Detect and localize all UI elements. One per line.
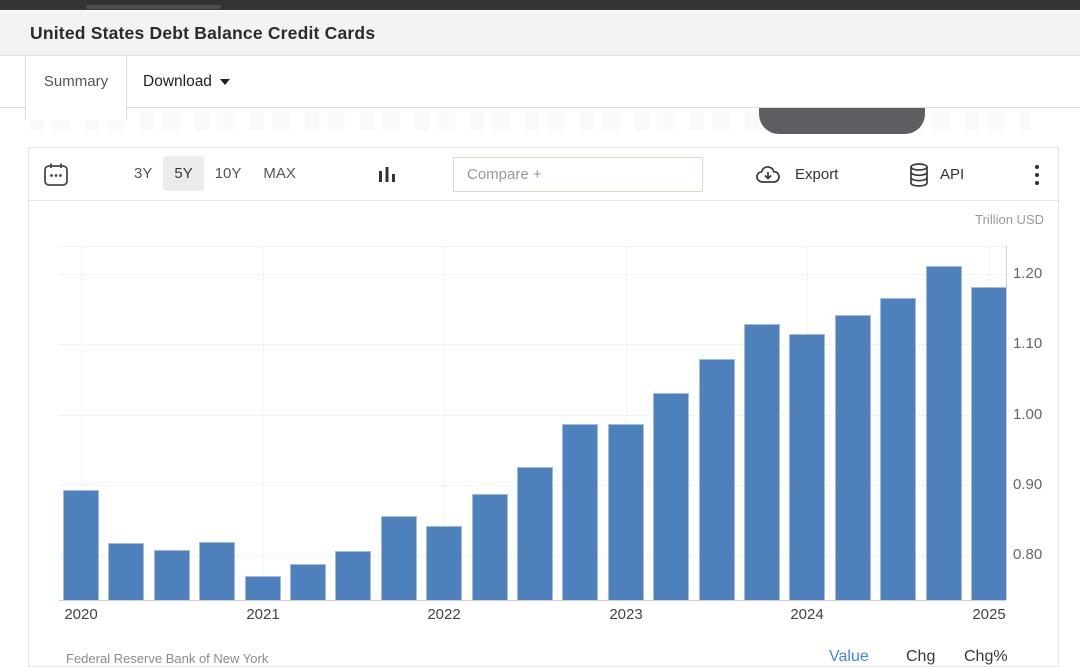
- y-axis-tick-label: 1.20: [1013, 265, 1043, 282]
- range-button-5y[interactable]: 5Y: [163, 156, 204, 191]
- bar[interactable]: [789, 334, 825, 600]
- cloud-download-icon: [756, 165, 780, 183]
- y-axis-line: [1006, 246, 1007, 600]
- chevron-down-icon: [219, 78, 230, 85]
- bar[interactable]: [699, 359, 735, 600]
- bar[interactable]: [971, 287, 1007, 600]
- x-axis-tick-label: 2025: [972, 606, 1006, 623]
- range-button-max[interactable]: MAX: [252, 156, 307, 191]
- bar[interactable]: [199, 542, 235, 600]
- export-button[interactable]: Export: [754, 148, 838, 201]
- tab-summary[interactable]: Summary: [25, 56, 127, 120]
- faded-content-strip: [0, 108, 1080, 135]
- y-axis-tick-label: 0.80: [1013, 546, 1043, 563]
- bar[interactable]: [381, 516, 417, 600]
- gridline: [626, 246, 627, 600]
- x-axis-tick-label: 2023: [609, 606, 643, 623]
- kebab-menu-icon[interactable]: [1025, 148, 1049, 201]
- y-axis-tick-label: 1.00: [1013, 406, 1043, 423]
- calendar-icon[interactable]: [42, 161, 70, 189]
- gridline: [444, 246, 445, 600]
- column-chart-icon[interactable]: [375, 163, 399, 187]
- x-axis-line: [59, 600, 1006, 601]
- page-title: United States Debt Balance Credit Cards: [30, 23, 376, 43]
- axis-unit-label: Trillion USD: [975, 212, 1044, 227]
- bar[interactable]: [926, 266, 962, 600]
- tab-bar: Summary Download: [0, 56, 1080, 120]
- bar[interactable]: [744, 324, 780, 600]
- bar[interactable]: [63, 490, 99, 600]
- range-button-3y[interactable]: 3Y: [123, 156, 163, 191]
- footer-link-value[interactable]: Value: [829, 648, 869, 665]
- bar[interactable]: [335, 551, 371, 600]
- bar[interactable]: [108, 543, 144, 600]
- compare-input[interactable]: [453, 157, 703, 192]
- bar[interactable]: [245, 576, 281, 600]
- plot-top-border: [59, 246, 1006, 247]
- bar[interactable]: [608, 424, 644, 600]
- tab-download-label: Download: [143, 73, 212, 90]
- bar[interactable]: [154, 550, 190, 600]
- gridline: [59, 274, 1006, 275]
- gridline: [59, 344, 1006, 345]
- gridline: [263, 246, 264, 600]
- bar[interactable]: [472, 494, 508, 600]
- x-axis-tick-label: 2022: [427, 606, 461, 623]
- footer-link-chgpct[interactable]: Chg%: [964, 648, 1008, 665]
- bar[interactable]: [653, 393, 689, 600]
- x-axis-tick-label: 2024: [790, 606, 824, 623]
- top-nav-bar: [0, 0, 1080, 10]
- brand-logo-remnant: [86, 5, 221, 9]
- footer-link-chg[interactable]: Chg: [906, 648, 936, 665]
- overlay-dark-shape: [759, 108, 925, 134]
- gridline: [59, 415, 1006, 416]
- y-axis-tick-label: 1.10: [1013, 335, 1043, 352]
- bar[interactable]: [426, 526, 462, 600]
- database-icon: [910, 162, 928, 187]
- bar[interactable]: [562, 424, 598, 600]
- bar[interactable]: [835, 315, 871, 600]
- bar[interactable]: [517, 467, 553, 600]
- x-axis-tick-label: 2020: [64, 606, 98, 623]
- range-selector: 3Y 5Y 10Y MAX: [123, 156, 307, 191]
- export-label: Export: [795, 166, 839, 183]
- tab-download[interactable]: Download: [143, 56, 230, 108]
- y-axis-tick-label: 0.90: [1013, 476, 1043, 493]
- api-button[interactable]: API: [907, 148, 964, 201]
- tab-bar-divider: [0, 107, 1080, 108]
- title-bar: United States Debt Balance Credit Cards: [0, 11, 1080, 56]
- bar[interactable]: [290, 564, 326, 600]
- gridline: [81, 246, 82, 600]
- range-button-10y[interactable]: 10Y: [204, 156, 253, 191]
- bar[interactable]: [880, 298, 916, 600]
- api-label: API: [940, 166, 965, 183]
- source-attribution: Federal Reserve Bank of New York: [66, 651, 269, 666]
- bar-chart-plot: 0.80 0.90 1.00 1.10 1.20 2020 2021 2022 2023 2024…: [29, 148, 1058, 666]
- x-axis-tick-label: 2021: [246, 606, 280, 623]
